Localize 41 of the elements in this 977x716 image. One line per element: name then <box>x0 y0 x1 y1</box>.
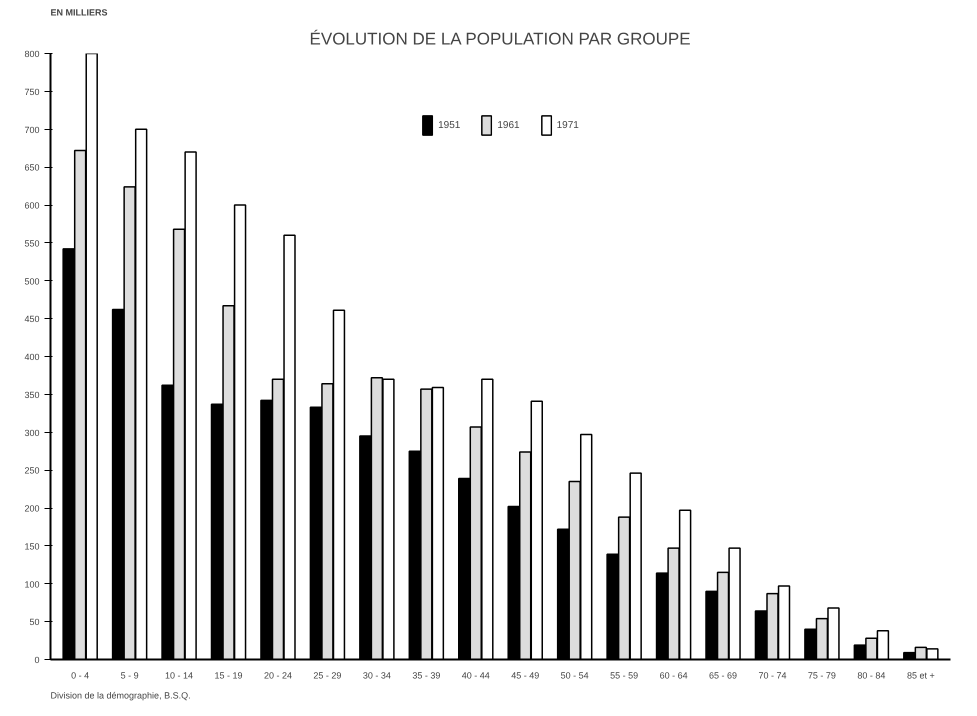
y-tick-label: 700 <box>24 124 40 135</box>
y-tick-label: 650 <box>24 162 40 173</box>
y-tick-label: 300 <box>24 428 40 438</box>
y-tick-label: 250 <box>24 466 40 476</box>
x-tick-label: 60 - 64 <box>660 670 688 680</box>
x-tick-label: 55 - 59 <box>610 670 638 680</box>
x-tick-label: 35 - 39 <box>412 670 440 680</box>
y-tick-label: 400 <box>24 352 40 362</box>
x-tick-label: 80 - 84 <box>857 670 886 680</box>
chart-title: ÉVOLUTION DE LA POPULATION PAR GROUPE <box>310 30 691 48</box>
x-tick-label: 0 - 4 <box>71 670 90 680</box>
y-tick-label: 350 <box>24 390 40 400</box>
legend-label: 1951 <box>438 120 460 130</box>
x-tick-label: 25 - 29 <box>313 670 342 680</box>
y-tick-label: 0 <box>34 655 40 665</box>
y-tick-label: 500 <box>24 276 40 286</box>
x-tick-label: 65 - 69 <box>709 670 738 680</box>
legend-label: 1961 <box>497 120 520 130</box>
y-tick-label: 50 <box>29 617 40 628</box>
x-tick-label: 85 et + <box>906 670 935 680</box>
y-tick-label: 200 <box>24 504 40 514</box>
y-tick-label: 800 <box>24 49 40 59</box>
x-tick-label: 10 - 14 <box>165 670 194 680</box>
x-tick-label: 5 - 9 <box>120 670 139 680</box>
y-tick-label: 600 <box>24 200 40 210</box>
x-tick-label: 20 - 24 <box>264 670 292 680</box>
x-tick-label: 30 - 34 <box>362 670 391 680</box>
x-tick-label: 70 - 74 <box>758 670 786 680</box>
y-tick-label: 450 <box>24 314 40 324</box>
y-axis-title: EN MILLIERS <box>50 8 108 18</box>
legend-label: 1971 <box>556 120 579 130</box>
y-tick-label: 550 <box>24 238 40 248</box>
y-tick-label: 750 <box>24 86 40 97</box>
x-tick-label: 40 - 44 <box>462 670 490 680</box>
text: Division de la démographie, B.S.Q. <box>50 690 191 700</box>
x-tick-label: 45 - 49 <box>511 670 540 680</box>
y-tick-label: 150 <box>24 541 40 552</box>
x-tick-label: 50 - 54 <box>560 670 589 680</box>
x-tick-label: 15 - 19 <box>214 670 243 680</box>
x-tick-label: 75 - 79 <box>808 670 836 680</box>
y-tick-label: 100 <box>24 579 40 590</box>
